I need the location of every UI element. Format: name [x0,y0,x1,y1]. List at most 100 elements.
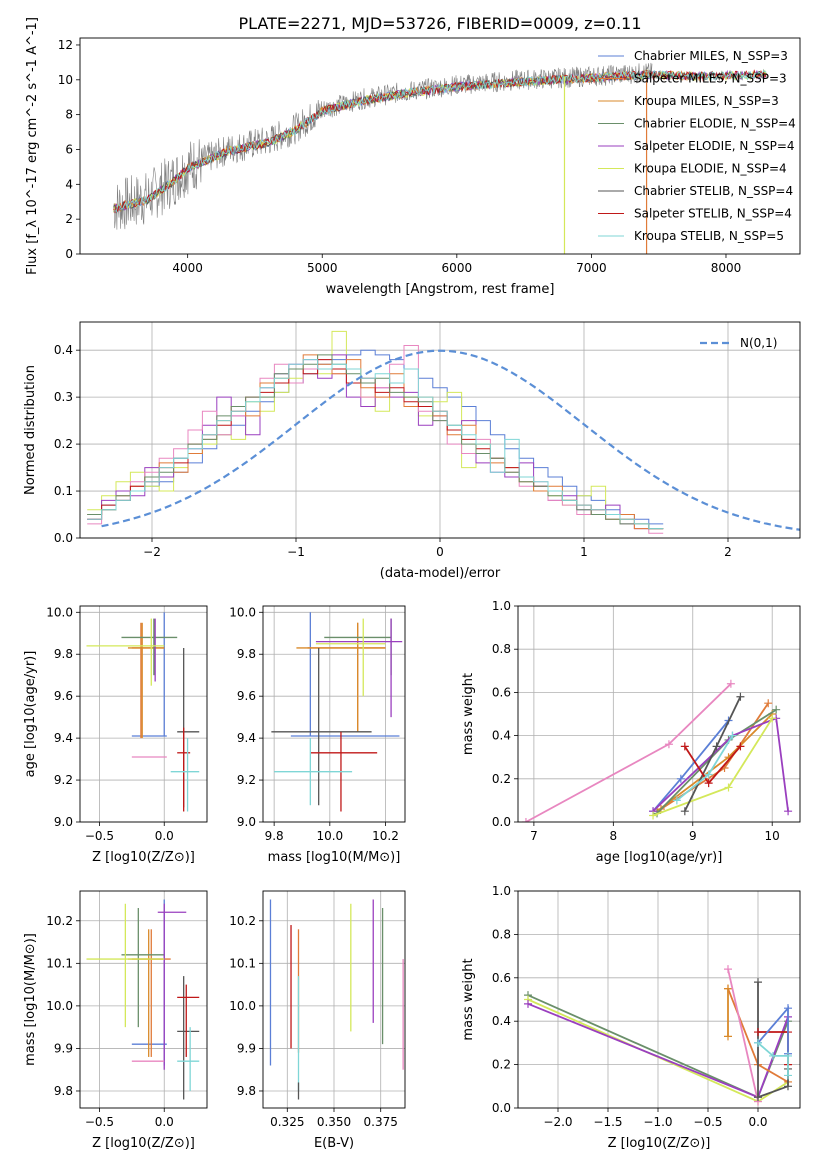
legend: N(0,1) [700,336,777,350]
axes-frame [517,605,801,823]
legend-entry-label: Kroupa STELIB, N_SSP=5 [634,229,784,243]
y-axis-label: Flux [f_λ 10^-17 erg cm^-2 s^-1 A^-1] [25,17,40,275]
x-tick-label: 9 [689,829,697,843]
mass-weight-marker [736,742,745,751]
y-tick-label: 9.8 [237,1084,256,1098]
y-tick-label: 1.0 [492,884,511,898]
legend-entry-label: Salpeter MILES, N_SSP=3 [634,72,787,86]
legend-entry-label: Chabrier MILES, N_SSP=3 [634,49,788,63]
y-tick-label: 0.2 [492,772,511,786]
mass-weight-marker [784,807,793,816]
y-tick-label: 0.0 [492,1101,511,1115]
y-tick-label: 9.4 [237,731,256,745]
x-tick-label: 9.8 [265,829,284,843]
y-tick-label: 9.9 [237,1041,256,1055]
plot-content [271,612,403,812]
y-tick-label: 0.8 [492,927,511,941]
mass-weight-marker [754,1038,762,1047]
y-tick-label: 10.1 [46,956,73,970]
legend-entry-label: Chabrier ELODIE, N_SSP=4 [634,117,796,131]
x-tick-label: 2 [724,545,732,559]
mass-weight-line [652,717,789,812]
x-tick-label: 0.0 [748,1115,767,1129]
mass-weight-marker [784,1071,792,1080]
x-tick-label: −1 [287,545,305,559]
plot-content [269,899,404,1100]
y-tick-label: 9.8 [54,1084,73,1098]
panel-massweight_vs_Z: −2.0 −1.5 −1.0 −0.5 0.0 0.0 0.2 0.4 0.6 0.8 1.0 Z [… [461,884,801,1151]
mass-weight-marker [680,807,689,816]
plot-content [86,899,200,1100]
y-tick-label: 10.2 [46,914,73,928]
mass-weight-marker [672,796,681,805]
plot-area [518,606,800,822]
x-tick-label: 1 [580,545,588,559]
mass-weight-marker [524,999,532,1008]
x-tick-label: 0.0 [155,829,174,843]
y-tick-label: 9.8 [54,647,73,661]
x-tick-label: 4000 [172,261,203,275]
y-tick-label: 0.2 [492,1058,511,1072]
y-tick-label: 10.2 [229,914,256,928]
x-tick-label: 10 [765,829,780,843]
mass-weight-marker [649,811,658,820]
mass-weight-marker [521,818,530,822]
x-tick-label: −0.5 [693,1115,722,1129]
x-axis-label: Z [log10(Z/Z⊙)] [608,1136,711,1151]
mass-weight-marker [724,783,733,792]
mass-weight-marker [680,742,689,751]
plot-content [87,330,800,534]
y-tick-label: 0.0 [492,815,511,829]
y-tick-label: 8 [65,108,73,122]
x-axis-label: E(B-V) [314,1136,354,1151]
panel-mass_vs_ebv: 0.325 0.350 0.375 9.8 9.9 10.0 10.1 10.2 E(B-V) [229,890,406,1151]
mass-weight-marker [728,731,737,740]
y-tick-label: 9.6 [54,689,73,703]
x-tick-label: −0.5 [85,1115,114,1129]
mass-weight-marker [784,1051,792,1060]
y-axis-label: mass weight [461,958,476,1040]
y-tick-label: 0.2 [54,437,73,451]
panel-spectrum: 4000 5000 6000 7000 8000 0 2 4 6 8 10 12 Chabrier MI… [25,17,801,297]
x-tick-label: 0.375 [364,1115,398,1129]
legend-entry-label: Chabrier STELIB, N_SSP=4 [634,184,793,198]
y-tick-label: 10 [58,73,73,87]
y-tick-label: 2 [65,212,73,226]
panel-residuals: −2 −1 0 1 2 0.0 0.1 0.2 0.3 0.4 N(0,1) (data-model)… [23,321,801,581]
legend-entry-label: N(0,1) [740,336,777,350]
y-tick-label: 0.0 [54,531,73,545]
plot-content [113,62,767,254]
y-tick-label: 9.0 [237,815,256,829]
y-tick-label: 12 [58,38,73,52]
plot-content [524,965,792,1106]
axes-frame [517,890,801,1109]
y-tick-label: 10.0 [229,999,256,1013]
x-tick-label: 7 [530,829,538,843]
axes-frame [262,890,406,1109]
mass-weight-marker [704,770,713,779]
mass-weight-marker [676,774,685,783]
y-tick-label: 10.0 [46,605,73,619]
y-axis-label: Normed distribution [23,365,38,495]
y-tick-label: 0.6 [492,685,511,699]
y-tick-label: 9.9 [54,1041,73,1055]
x-tick-label: −2 [143,545,161,559]
x-tick-label: −0.5 [85,829,114,843]
x-tick-label: 8000 [711,261,742,275]
y-tick-label: 0.6 [492,971,511,985]
x-tick-label: 0 [436,545,444,559]
x-axis-label: wavelength [Angstrom, rest frame] [326,282,555,297]
y-tick-label: 0 [65,247,73,261]
x-tick-label: 0.350 [317,1115,351,1129]
panel-age_vs_Z: −0.5 0.0 9.0 9.2 9.4 9.6 9.8 10.0 Z [log10(Z/Z⊙)… [23,605,208,865]
mass-weight-line [727,968,759,1102]
figure-title: PLATE=2271, MJD=53726, FIBERID=0009, z=0… [238,14,641,33]
x-tick-label: 10.0 [316,829,343,843]
x-axis-label: (data-model)/error [380,566,501,581]
y-tick-label: 0.1 [54,484,73,498]
model-spectrum-line [113,69,767,213]
mass-weight-marker [754,978,762,987]
y-tick-label: 0.8 [492,642,511,656]
y-tick-label: 9.8 [237,647,256,661]
